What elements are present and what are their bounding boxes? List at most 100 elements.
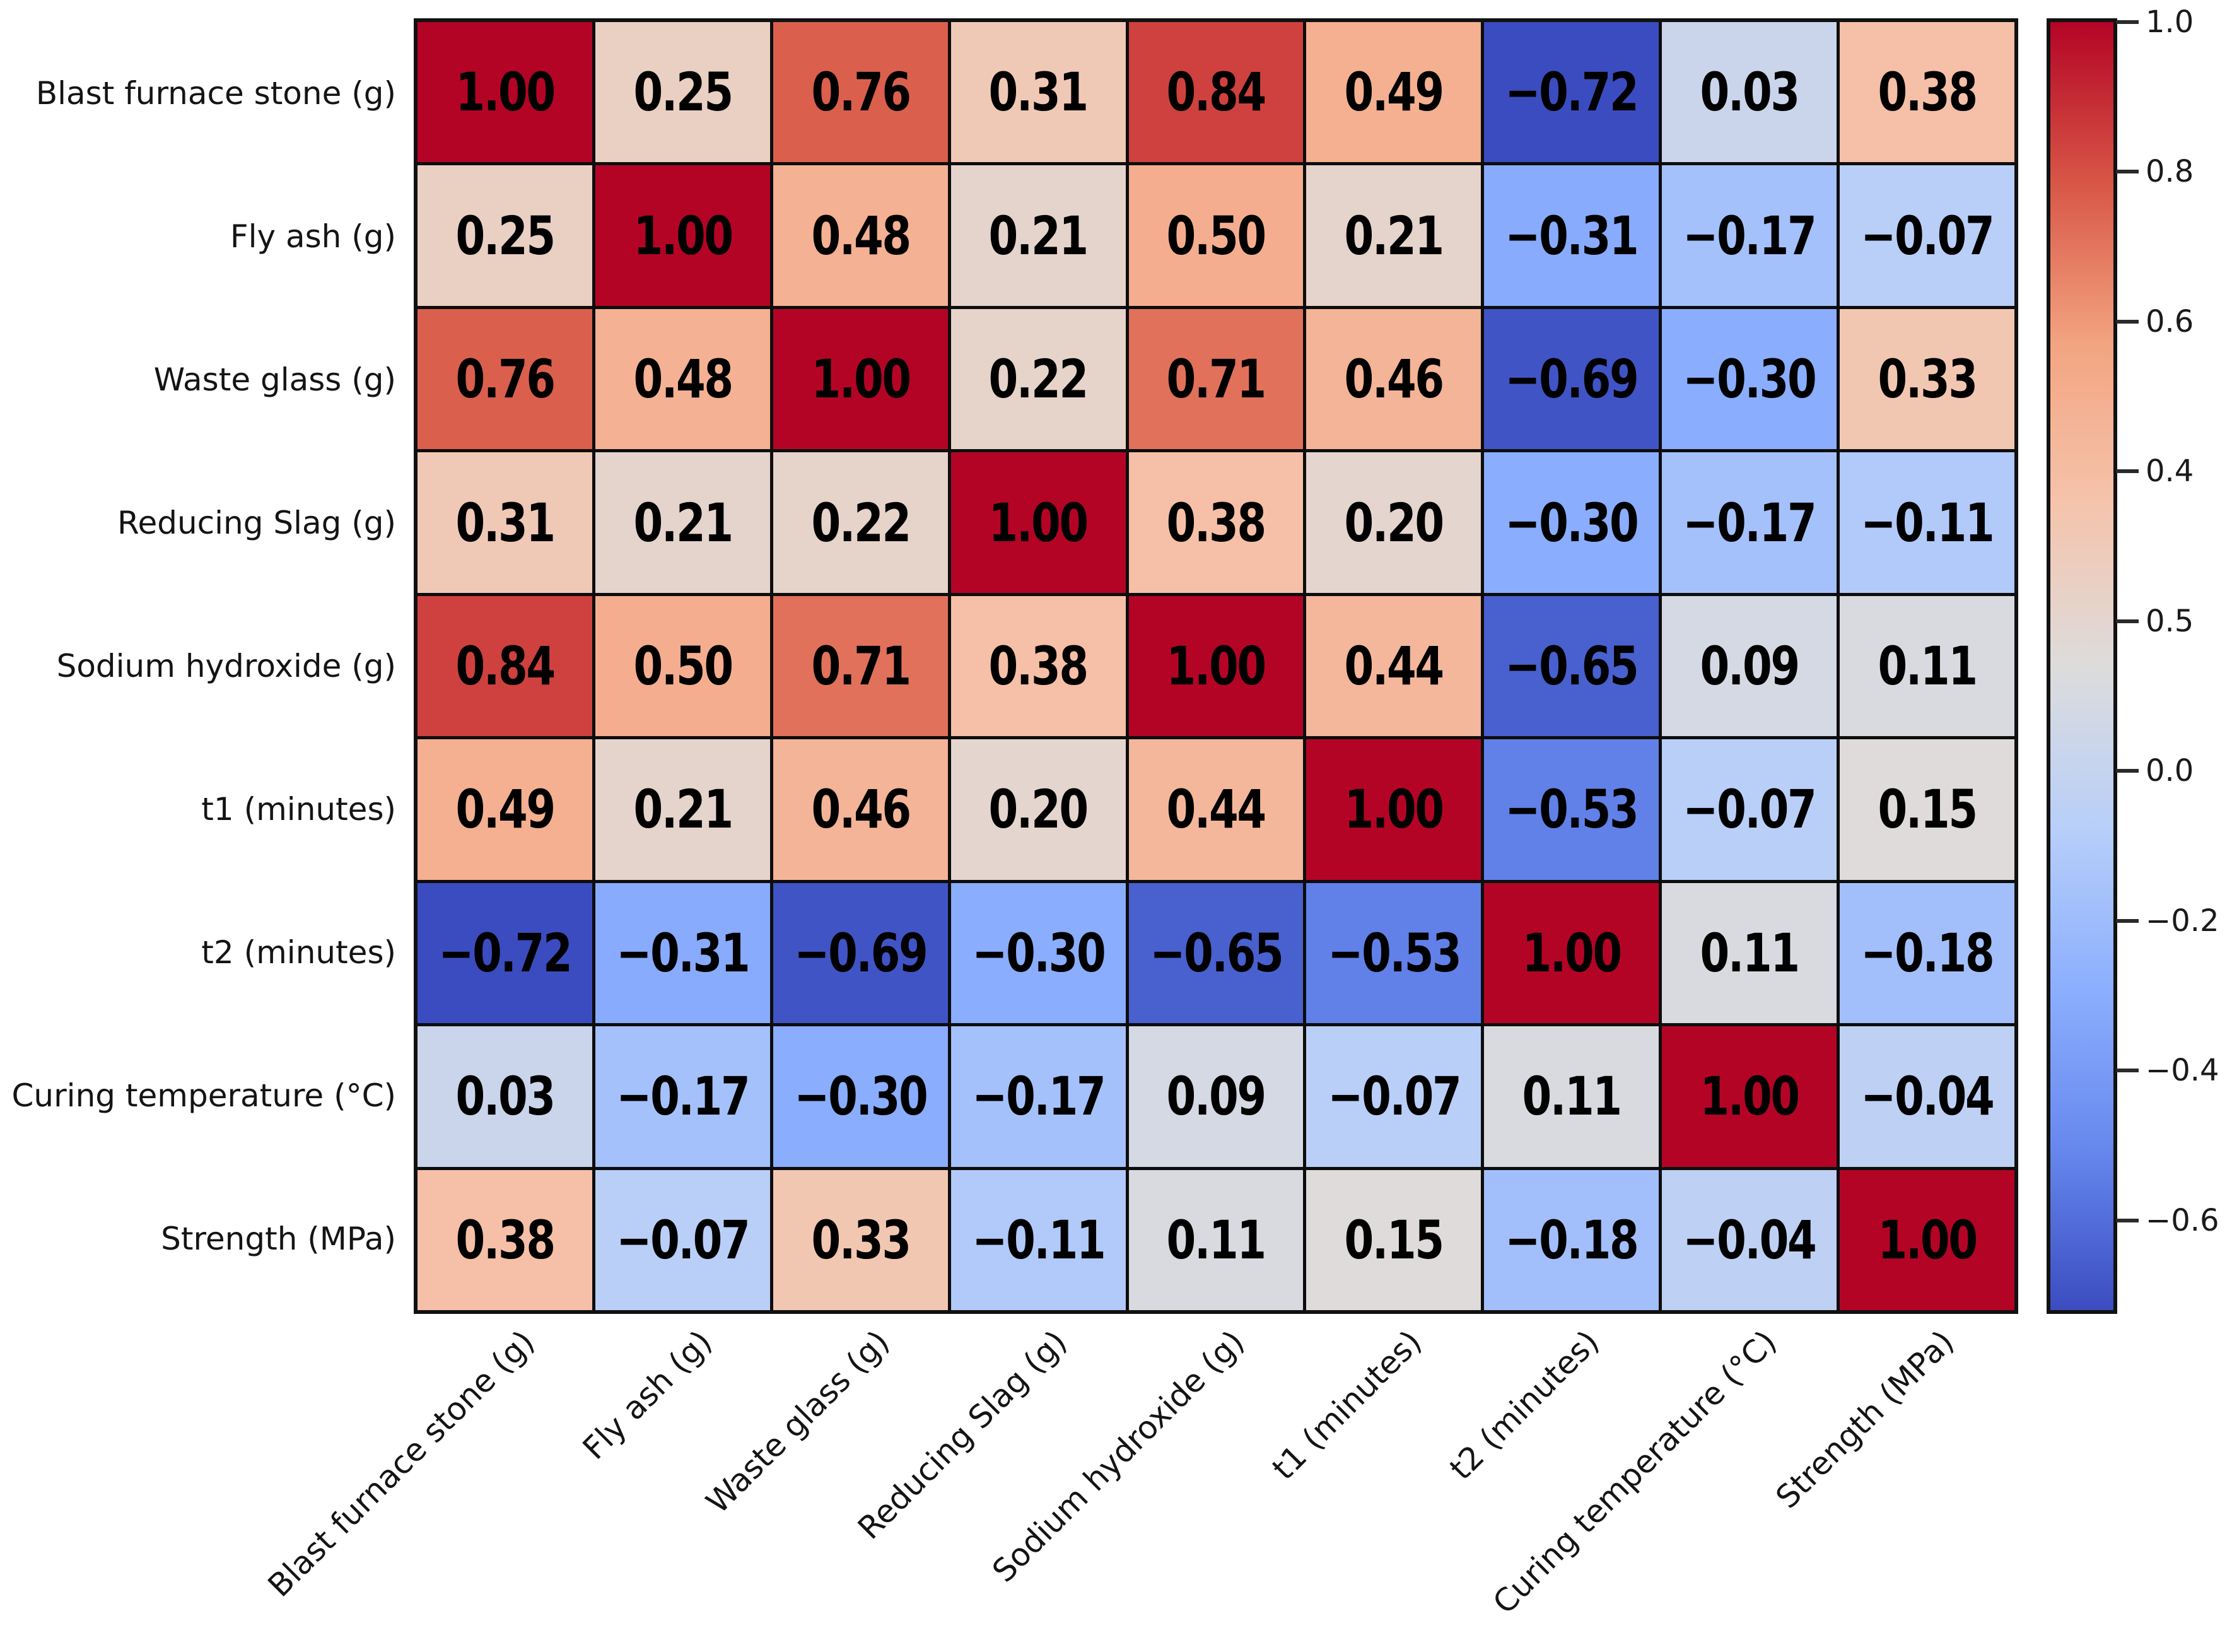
heatmap-cell: −0.07 (595, 1169, 770, 1310)
cell-value: −0.07 (1683, 778, 1818, 841)
cell-value: −0.04 (1861, 1065, 1995, 1128)
colorbar-gradient (2050, 22, 2113, 1310)
x-axis-label: Strength (MPa) (1768, 1323, 1961, 1516)
colorbar (2047, 18, 2117, 1314)
heatmap-cell: 0.22 (950, 308, 1126, 450)
x-axis-label: Fly ash (g) (575, 1323, 720, 1467)
x-axis-label: Sodium hydroxide (g) (985, 1323, 1252, 1590)
heatmap-cell: 0.38 (1840, 22, 2014, 163)
heatmap-cell: 0.33 (773, 1169, 948, 1310)
cell-value: −0.72 (1505, 61, 1640, 124)
x-axis-label: Reducing Slag (g) (851, 1323, 1074, 1547)
cell-value: −0.65 (1149, 922, 1284, 984)
heatmap-cell: 0.11 (1128, 1169, 1304, 1310)
cell-value: −0.31 (616, 922, 751, 984)
cell-value: 0.38 (1878, 61, 1978, 124)
cell-value: −0.53 (1505, 778, 1640, 841)
heatmap-cell: −0.65 (1128, 882, 1304, 1024)
cell-value: 0.21 (988, 204, 1089, 267)
colorbar-tick-mark (2116, 1069, 2139, 1073)
cell-value: 1.00 (1700, 1065, 1801, 1128)
cell-value: 0.11 (1166, 1209, 1267, 1271)
cell-value: 1.00 (1522, 922, 1623, 984)
heatmap-cell: 1.00 (595, 165, 770, 306)
colorbar-tick-label: 0.5 (2146, 603, 2194, 639)
cell-value: 0.48 (811, 204, 911, 267)
heatmap-cell: −0.30 (950, 882, 1126, 1024)
colorbar-tick-label: 1.0 (2146, 4, 2194, 40)
cell-value: 1.00 (1166, 635, 1267, 697)
heatmap-cell: 0.71 (773, 595, 948, 737)
heatmap-cell: −0.31 (595, 882, 770, 1024)
colorbar-tick-label: 0.0 (2146, 753, 2194, 789)
heatmap-cell: −0.07 (1662, 739, 1837, 880)
cell-value: 0.84 (1166, 61, 1267, 124)
heatmap-cell: 1.00 (1484, 882, 1659, 1024)
y-axis-label: Blast furnace stone (g) (35, 75, 396, 112)
heatmap-cell: −0.69 (1484, 308, 1659, 450)
cell-value: −0.31 (1505, 204, 1640, 267)
heatmap-cell: 0.11 (1662, 882, 1837, 1024)
cell-value: 0.22 (811, 491, 911, 554)
heatmap-cell: 0.76 (773, 22, 948, 163)
heatmap-cell: 0.21 (1306, 165, 1481, 306)
cell-value: 0.21 (1344, 204, 1445, 267)
y-axis-label: Curing temperature (°C) (11, 1077, 396, 1114)
heatmap-cell: 0.38 (1128, 452, 1304, 593)
heatmap-cell: −0.17 (950, 1026, 1126, 1167)
heatmap-cell: 0.49 (418, 739, 592, 880)
cell-value: 0.48 (633, 348, 733, 411)
cell-value: −0.17 (616, 1065, 751, 1128)
heatmap-cell: −0.30 (1484, 452, 1659, 593)
heatmap-cell: 0.48 (773, 165, 948, 306)
cell-value: 0.21 (633, 491, 733, 554)
heatmap-cell: −0.30 (1662, 308, 1837, 450)
cell-value: 0.33 (1878, 348, 1978, 411)
cell-value: 0.38 (455, 1209, 556, 1271)
cell-value: 0.49 (455, 778, 556, 841)
heatmap-cell: −0.53 (1306, 882, 1481, 1024)
cell-value: 0.46 (1344, 348, 1445, 411)
cell-value: 0.76 (455, 348, 556, 411)
colorbar-tick-mark (2116, 619, 2139, 623)
colorbar-tick-label: −0.6 (2146, 1202, 2219, 1238)
heatmap-cell: 0.03 (1662, 22, 1837, 163)
heatmap-cell: −0.07 (1306, 1026, 1481, 1167)
cell-value: −0.17 (972, 1065, 1106, 1128)
y-axis-label: Sodium hydroxide (g) (56, 648, 396, 684)
heatmap-cell: 0.20 (950, 739, 1126, 880)
cell-value: −0.04 (1683, 1209, 1818, 1271)
cell-value: 0.38 (988, 635, 1089, 697)
cell-value: −0.53 (1327, 922, 1462, 984)
cell-value: −0.65 (1505, 635, 1640, 697)
heatmap-cell: −0.11 (950, 1169, 1126, 1310)
cell-value: 0.38 (1166, 491, 1267, 554)
heatmap-cell: 0.21 (595, 739, 770, 880)
cell-value: 0.09 (1166, 1065, 1267, 1128)
heatmap-cell: 1.00 (1306, 739, 1481, 880)
heatmap-cell: 0.71 (1128, 308, 1304, 450)
y-axis-label: Waste glass (g) (153, 361, 396, 399)
cell-value: 0.21 (633, 778, 733, 841)
x-axis-label: Waste glass (g) (699, 1323, 897, 1521)
cell-value: 0.50 (633, 635, 733, 697)
x-axis-label: t1 (minutes) (1265, 1323, 1429, 1487)
heatmap-cell: 0.44 (1306, 595, 1481, 737)
heatmap-cell: −0.69 (773, 882, 948, 1024)
heatmap-cell: 0.21 (950, 165, 1126, 306)
heatmap-cell: 1.00 (1128, 595, 1304, 737)
cell-value: 0.71 (1166, 348, 1267, 411)
heatmap-cell: 0.31 (950, 22, 1126, 163)
cell-value: −0.30 (1505, 491, 1640, 554)
cell-value: 0.44 (1166, 778, 1267, 841)
heatmap-cell: 0.50 (1128, 165, 1304, 306)
cell-value: 0.84 (455, 635, 556, 697)
colorbar-tick-mark (2116, 170, 2139, 174)
heatmap-cell: 0.84 (1128, 22, 1304, 163)
heatmap-cell: 0.33 (1840, 308, 2014, 450)
heatmap-cell: −0.65 (1484, 595, 1659, 737)
heatmap-cell: 0.21 (595, 452, 770, 593)
heatmap-cell: 1.00 (950, 452, 1126, 593)
heatmap-cell: 0.25 (418, 165, 592, 306)
